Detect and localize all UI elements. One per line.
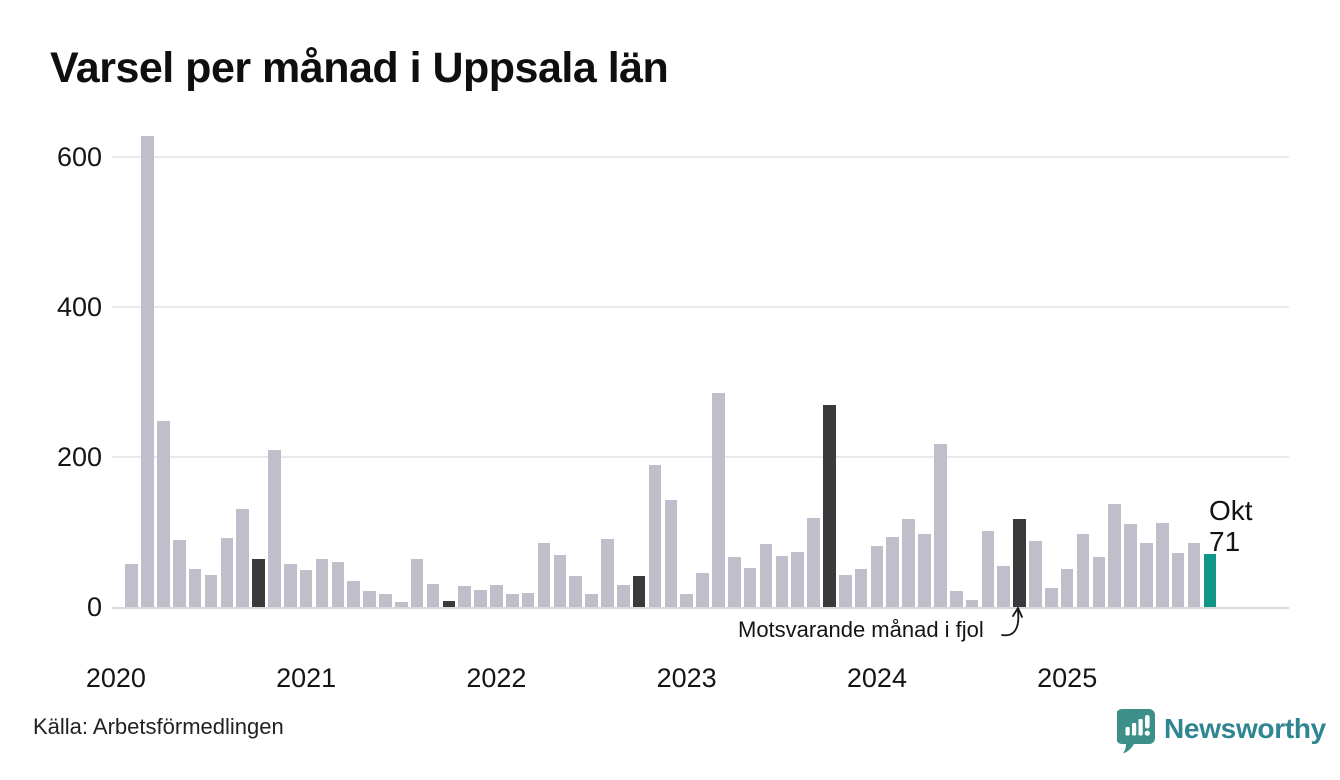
bar-2025-aug — [1171, 553, 1185, 607]
bar-2025-jun — [1140, 542, 1153, 607]
bar-2023-maj — [743, 568, 757, 607]
y-tick-600: 600 — [56, 142, 102, 172]
bar-2022-jun — [569, 575, 582, 607]
page-title: Varsel per månad i Uppsala län — [50, 44, 669, 92]
bar-2020-mar — [141, 136, 154, 607]
bar-2021-jan — [299, 570, 313, 607]
x-tick-2022: 2022 — [466, 663, 527, 693]
bar-2020-aug — [220, 538, 234, 607]
x-tick-2021: 2021 — [276, 663, 337, 693]
bar-2022-jan — [490, 584, 503, 607]
bar-2025-okt — [1203, 553, 1217, 607]
bar-2020-okt — [252, 559, 265, 607]
bar-2023-dec — [854, 568, 868, 607]
bar-2020-feb — [125, 563, 139, 607]
bar-2024-jun — [949, 591, 963, 607]
brand-name: Newsworthy — [1164, 713, 1326, 744]
bar-2024-maj — [934, 443, 947, 607]
gridline-400 — [112, 306, 1289, 308]
current-month-value: 71 — [1209, 526, 1241, 557]
bar-2022-jul — [585, 594, 598, 607]
bar-2023-jul — [775, 556, 789, 607]
bar-2024-aug — [981, 530, 995, 607]
bar-2023-apr — [727, 556, 741, 607]
bar-2021-aug — [410, 559, 424, 607]
bar-2022-sep — [616, 584, 630, 607]
current-month-name: Okt — [1209, 495, 1253, 526]
bar-2025-sep — [1187, 542, 1201, 607]
bar-2025-maj — [1124, 523, 1137, 607]
bar-2021-jul — [394, 601, 408, 607]
x-tick-2023: 2023 — [656, 663, 717, 693]
bar-2021-dec — [474, 589, 487, 607]
bar-2023-jan — [680, 593, 693, 607]
bar-2023-sep — [807, 517, 820, 607]
bar-2021-mar — [331, 562, 345, 607]
bar-2024-feb — [886, 536, 900, 607]
bar-2022-dec — [664, 499, 678, 607]
source-caption: Källa: Arbetsförmedlingen — [33, 714, 284, 739]
bar-2023-mar — [712, 392, 725, 607]
bar-2021-okt — [442, 601, 456, 607]
annotation-arrow-icon — [1001, 607, 1023, 637]
bar-2022-aug — [601, 538, 614, 607]
bar-2024-mar — [902, 518, 915, 607]
bar-2022-mar — [521, 592, 535, 607]
bar-2024-jan — [870, 545, 884, 607]
bar-2023-feb — [696, 573, 709, 607]
bar-2020-jun — [188, 568, 202, 607]
bar-2023-nov — [838, 574, 852, 607]
x-tick-2025: 2025 — [1037, 663, 1098, 693]
gridline-0 — [112, 607, 1289, 609]
bar-2020-sep — [236, 508, 250, 607]
y-tick-0: 0 — [86, 592, 102, 622]
bar-2022-maj — [553, 554, 567, 607]
bar-2022-okt — [632, 575, 646, 607]
bar-2025-jan — [1060, 568, 1074, 607]
newsworthy-bubble-icon — [1117, 709, 1155, 754]
current-month-label: Okt 71 — [1209, 495, 1253, 557]
bar-2020-jul — [204, 574, 218, 607]
gridline-200 — [112, 456, 1289, 458]
bar-2022-apr — [537, 543, 551, 607]
bar-2024-apr — [918, 534, 931, 607]
bar-2022-nov — [648, 464, 662, 607]
bar-2025-apr — [1108, 503, 1122, 607]
bar-2023-jun — [759, 544, 773, 607]
y-tick-200: 200 — [56, 442, 102, 472]
bar-2024-dec — [1045, 588, 1058, 607]
bar-2024-jul — [965, 599, 979, 607]
last-year-annotation: Motsvarande månad i fjol — [738, 617, 984, 642]
bar-2024-okt — [1013, 518, 1026, 607]
bar-2023-aug — [791, 551, 804, 607]
bar-2021-apr — [347, 580, 361, 607]
bar-2020-maj — [173, 540, 186, 607]
x-tick-2020: 2020 — [85, 663, 146, 693]
x-tick-2024: 2024 — [846, 663, 907, 693]
bar-2023-okt — [823, 404, 836, 607]
y-tick-400: 400 — [56, 292, 102, 322]
gridline-600 — [112, 156, 1289, 158]
bar-2022-feb — [505, 594, 519, 607]
bar-2020-nov — [268, 449, 281, 607]
bar-2020-apr — [157, 421, 170, 607]
bar-2024-nov — [1029, 541, 1042, 607]
bar-2025-jul — [1156, 523, 1169, 607]
bar-2025-mar — [1092, 556, 1106, 607]
brand-logo: Newsworthy — [1117, 708, 1326, 754]
bar-2021-feb — [315, 559, 329, 607]
bar-2024-sep — [997, 565, 1011, 607]
bar-2021-nov — [458, 586, 471, 607]
bar-2021-sep — [426, 583, 440, 607]
bar-2020-dec — [284, 564, 297, 607]
bar-2021-maj — [363, 590, 376, 607]
bar-2025-feb — [1076, 534, 1090, 607]
bar-2021-jun — [379, 594, 392, 607]
